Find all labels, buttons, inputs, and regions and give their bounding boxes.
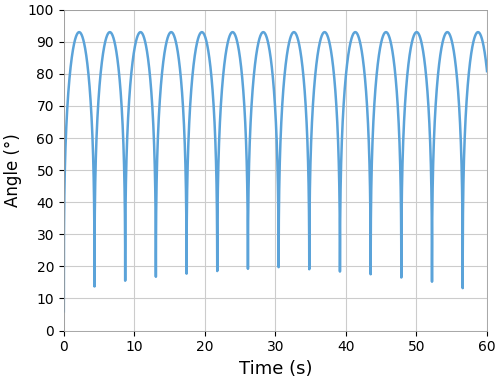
Y-axis label: Angle (°): Angle (°) xyxy=(4,133,22,207)
X-axis label: Time (s): Time (s) xyxy=(238,360,312,378)
